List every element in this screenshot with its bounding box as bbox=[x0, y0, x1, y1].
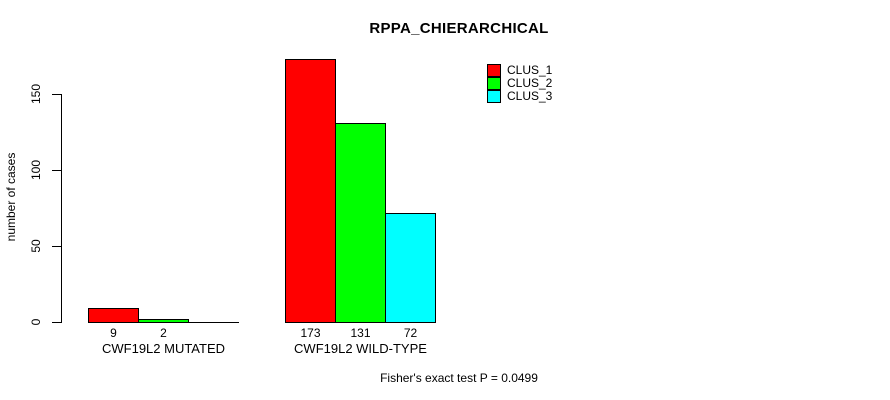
legend-label: CLUS_3 bbox=[507, 89, 553, 103]
bar-clus_1-group2 bbox=[285, 59, 336, 322]
y-axis-tick-label: 0 bbox=[29, 318, 43, 326]
legend-label: CLUS_2 bbox=[507, 76, 553, 90]
legend-item-clus_1: CLUS_1 bbox=[487, 63, 577, 77]
legend-label: CLUS_1 bbox=[507, 63, 553, 77]
y-axis-tick bbox=[52, 94, 61, 95]
y-axis-tick-label: 100 bbox=[29, 159, 43, 181]
group-baseline bbox=[285, 322, 436, 323]
bar-value-label: 2 bbox=[160, 326, 167, 340]
annotation-fisher-test: Fisher's exact test P = 0.0499 bbox=[380, 371, 538, 385]
clus_2-color-swatch bbox=[487, 77, 501, 90]
group-baseline bbox=[88, 322, 239, 323]
bar-value-label: 9 bbox=[110, 326, 117, 340]
legend-item-clus_2: CLUS_2 bbox=[487, 76, 577, 90]
x-category-label: CWF19L2 WILD-TYPE bbox=[294, 341, 427, 356]
y-axis-tick bbox=[52, 322, 61, 323]
y-axis-line bbox=[61, 93, 62, 323]
y-axis-tick bbox=[52, 170, 61, 171]
y-axis-tick-label: 150 bbox=[29, 83, 43, 105]
y-axis-label: number of cases bbox=[4, 152, 18, 242]
bar-value-label: 72 bbox=[403, 326, 418, 340]
x-category-label: CWF19L2 MUTATED bbox=[101, 341, 226, 356]
clus_3-color-swatch bbox=[487, 90, 501, 103]
legend-item-clus_3: CLUS_3 bbox=[487, 89, 577, 103]
bar-clus_3-group2 bbox=[385, 213, 436, 322]
bar-value-label: 173 bbox=[300, 326, 321, 340]
chart-title: RPPA_CHIERARCHICAL bbox=[369, 20, 549, 37]
clus_1-color-swatch bbox=[487, 64, 501, 77]
bar-clus_1-group1 bbox=[88, 308, 139, 322]
bar-clus_2-group1 bbox=[138, 319, 189, 322]
y-axis-tick bbox=[52, 246, 61, 247]
bar-clus_2-group2 bbox=[335, 123, 386, 322]
y-axis-tick-label: 50 bbox=[29, 239, 43, 253]
bar-value-label: 131 bbox=[350, 326, 371, 340]
